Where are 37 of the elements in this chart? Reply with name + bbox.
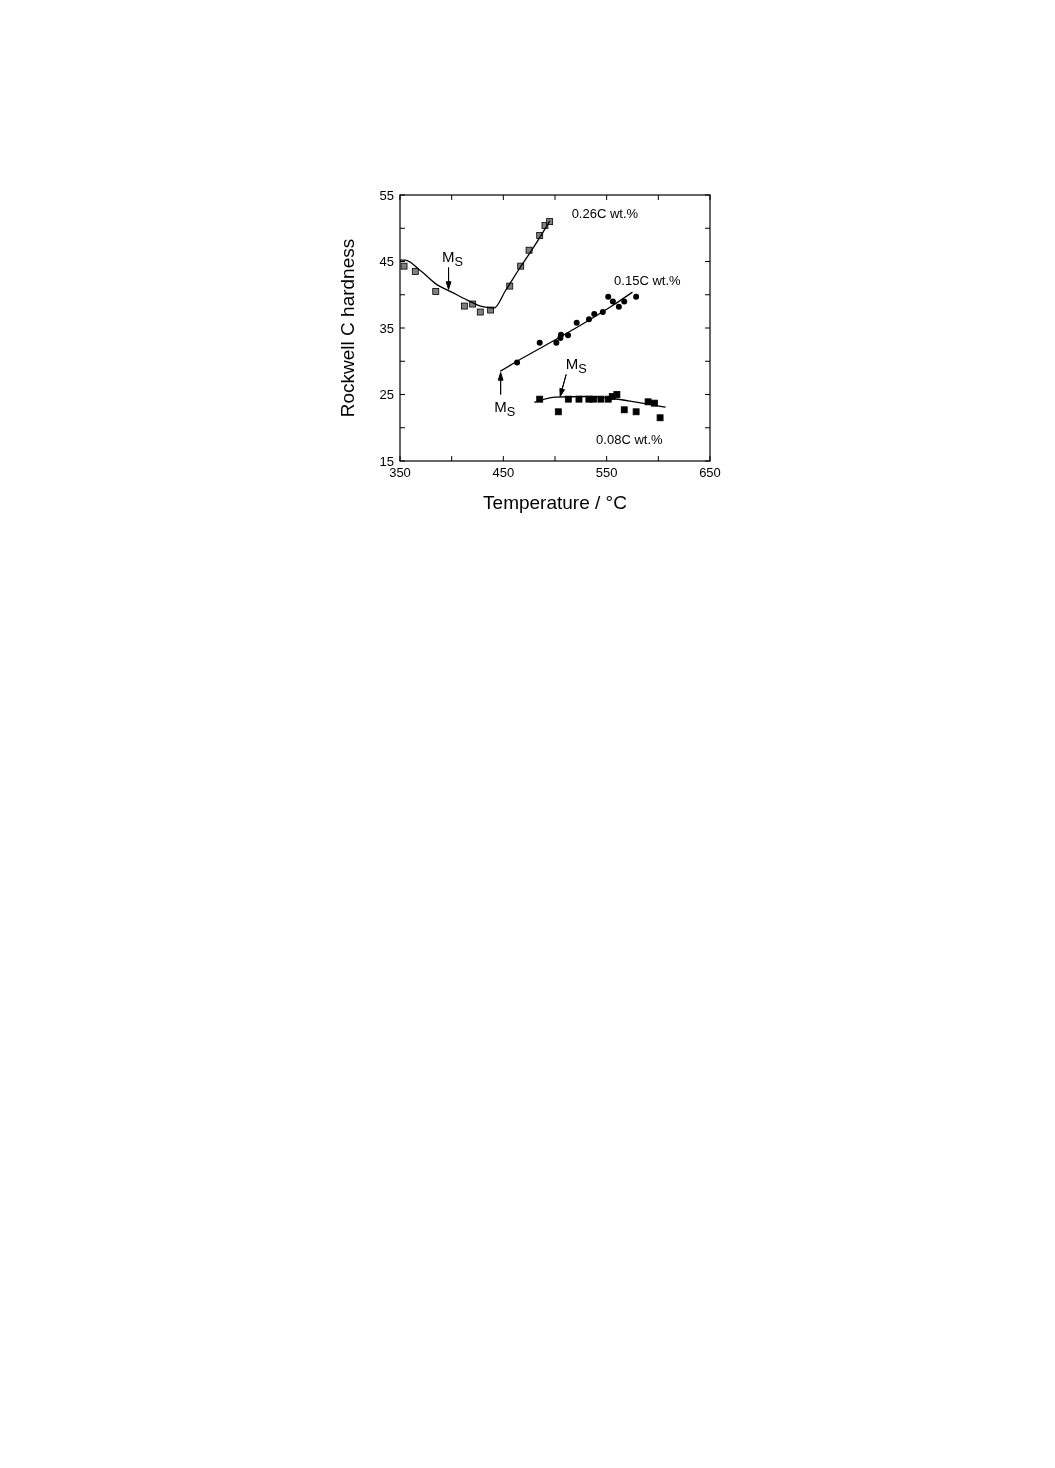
point [633, 293, 640, 300]
point [597, 395, 605, 403]
annotation: M$_{S}$ [494, 397, 516, 419]
y-tick-label: 35 [379, 320, 394, 336]
point [575, 395, 583, 403]
point [476, 308, 484, 316]
x-tick-label: 650 [699, 465, 721, 480]
y-tick-label: 45 [379, 254, 394, 269]
point [632, 408, 640, 416]
series-label: 0.08C wt.% [596, 431, 663, 447]
point [621, 298, 628, 305]
point [536, 339, 543, 346]
point [613, 391, 621, 398]
series-label: 0.15C wt.% [614, 272, 682, 288]
point [651, 399, 658, 407]
point [553, 339, 560, 346]
annotation: M$_{S}$ [442, 248, 464, 270]
point [411, 268, 419, 275]
y-tick-label: 55 [379, 187, 394, 203]
point [615, 303, 622, 310]
point [609, 298, 616, 305]
point [605, 293, 612, 300]
point [656, 414, 664, 422]
annotation: M$_{S}$ [565, 355, 587, 377]
x-tick-label: 450 [492, 465, 515, 480]
point [591, 311, 598, 318]
y-tick-label: 25 [379, 387, 394, 402]
x-axis-title: Temperature / °C [483, 492, 627, 513]
point [554, 408, 562, 416]
point [573, 319, 580, 326]
point [564, 395, 572, 403]
legend-label: 0.26C wt.% [571, 205, 639, 221]
y-axis-title: Rockwell C hardness [337, 238, 358, 418]
point [620, 406, 628, 414]
x-tick-label: 550 [595, 465, 618, 480]
point [432, 288, 440, 295]
point [460, 302, 468, 310]
